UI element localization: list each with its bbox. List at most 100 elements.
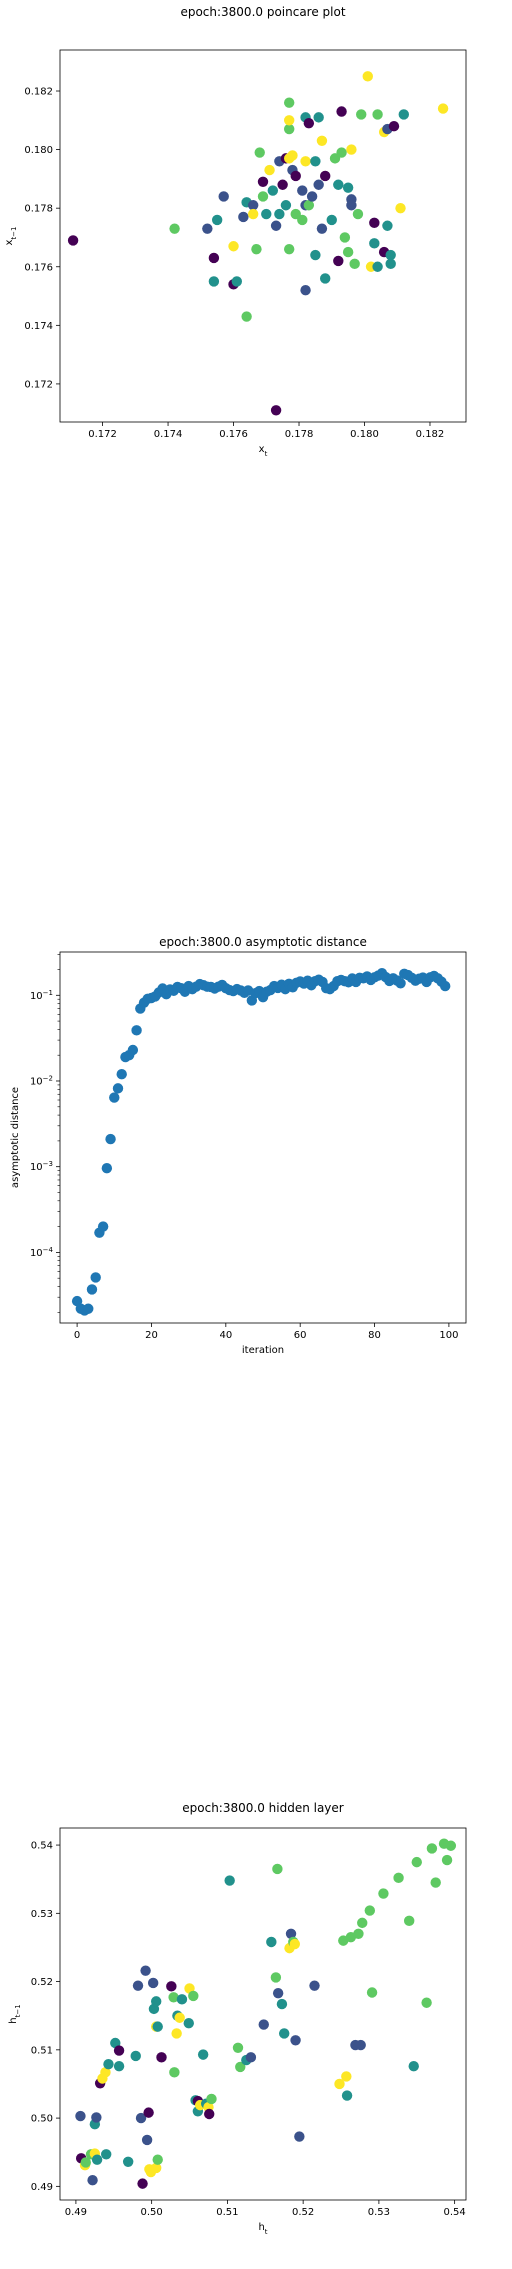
scatter-point	[87, 2175, 98, 2186]
y-axis-label: xt−1	[4, 227, 18, 246]
scatter-point	[372, 261, 383, 272]
scatter-point	[147, 1977, 159, 1989]
scatter-point	[382, 220, 393, 231]
scatter-point	[294, 2131, 305, 2142]
scatter-point	[352, 208, 364, 220]
scatter-point	[283, 243, 295, 255]
x-tick-label: 60	[294, 1330, 307, 1341]
scatter-point	[289, 1938, 301, 1950]
hidden-layer-svg: epoch:3800.0 hidden layer 0.49 0.50 0.51 0.5…	[8, 1801, 467, 2236]
scatter-point	[247, 200, 259, 211]
scatter-point	[251, 243, 262, 255]
scatter-point	[342, 246, 354, 258]
scatter-point	[336, 106, 347, 117]
y-tick-label: 0.182	[24, 87, 53, 98]
scatter-point	[300, 156, 311, 167]
scatter-point	[316, 223, 328, 234]
x-tick-label: 0.49	[65, 2207, 87, 2218]
scatter-point	[208, 252, 220, 264]
scatter-point	[197, 2049, 209, 2060]
scatter-point	[188, 1990, 199, 2002]
scatter-point	[320, 170, 331, 182]
scatter-point	[83, 1303, 94, 1314]
scatter-point	[91, 2154, 103, 2165]
scatter-point	[166, 1981, 177, 1992]
scatter-point	[270, 220, 282, 231]
y-axis-label: ht−1	[8, 2004, 22, 2023]
scatter-point	[395, 978, 406, 989]
scatter-point	[285, 1928, 297, 1939]
scatter-point	[306, 191, 318, 202]
x-tick-label: 80	[368, 1330, 381, 1341]
scatter-point	[287, 150, 298, 161]
scatter-point	[135, 2112, 147, 2124]
scatter-point	[303, 118, 315, 129]
scatter-point	[333, 179, 344, 190]
scatter-point	[445, 1840, 457, 1851]
y-tick-label: 0.52	[31, 1977, 53, 1988]
scatter-point	[80, 2157, 91, 2168]
scatter-point	[202, 223, 213, 234]
scatter-point	[364, 1905, 376, 1916]
scatter-point	[310, 249, 321, 261]
scatter-point	[264, 164, 275, 176]
plot-frame	[59, 1827, 467, 2201]
scatter-point	[320, 273, 331, 284]
scatter-point	[303, 200, 315, 211]
y-tick-label: 0.51	[31, 2045, 53, 2056]
scatter-point	[290, 2035, 301, 2046]
scatter-point	[290, 170, 301, 182]
scatter-point	[346, 200, 357, 211]
scatter-point	[266, 1936, 277, 1948]
scatter-point	[341, 2090, 353, 2101]
scatter-point	[245, 2052, 257, 2063]
scatter-point	[341, 2071, 352, 2082]
scatter-point	[283, 123, 295, 135]
scatter-point	[261, 208, 272, 220]
x-tick-label: 100	[439, 1330, 458, 1341]
scatter-point	[279, 2028, 290, 2039]
scatter-point	[218, 191, 229, 202]
scatter-point	[103, 2058, 114, 2070]
scatter-point	[398, 109, 409, 120]
scatter-point	[116, 1069, 127, 1080]
scatter-point	[355, 2039, 366, 2051]
scatter-point	[356, 109, 367, 120]
x-tick-label: 0	[74, 1330, 80, 1341]
scatter-point	[297, 185, 308, 196]
asymptotic-distance-svg: epoch:3800.0 asymptotic distance 0 20 40 60 8…	[10, 935, 467, 1356]
scatter-point	[75, 2110, 86, 2122]
asymptotic-distance-panel: epoch:3800.0 asymptotic distance 0 20 40 60 8…	[0, 930, 512, 1370]
scatter-point	[362, 71, 373, 82]
scatter-point	[150, 1996, 162, 2007]
scatter-point	[143, 2107, 154, 2118]
scatter-point	[274, 208, 285, 220]
scatter-point	[346, 144, 357, 155]
scatter-point	[366, 1987, 378, 1998]
scatter-point	[385, 249, 396, 261]
scatter-point	[270, 405, 282, 416]
scatter-point	[283, 115, 295, 126]
scatter-point	[130, 2050, 141, 2062]
scatter-point	[309, 1980, 320, 1991]
scatter-point	[101, 2149, 112, 2160]
scatter-point	[176, 1994, 188, 2005]
y-tick-label: 0.172	[24, 379, 53, 390]
scatter-point	[270, 1972, 282, 1983]
x-tick-label: 40	[219, 1330, 232, 1341]
scatter-point	[267, 185, 279, 196]
scatter-point	[247, 208, 259, 220]
y-tick-label: 0.180	[24, 145, 53, 156]
scatter-point	[86, 1284, 98, 1295]
scatter-point	[395, 202, 406, 214]
scatter-point	[369, 238, 380, 249]
scatter-point	[357, 1917, 368, 1929]
scatter-point	[171, 2028, 182, 2039]
scatter-point	[122, 2156, 134, 2167]
scatter-point	[174, 2012, 185, 2023]
scatter-point	[132, 1980, 144, 1991]
scatter-point	[272, 1863, 283, 1875]
scatter-point	[372, 109, 383, 120]
scatter-point	[334, 2078, 345, 2090]
scatter-point	[336, 147, 347, 158]
